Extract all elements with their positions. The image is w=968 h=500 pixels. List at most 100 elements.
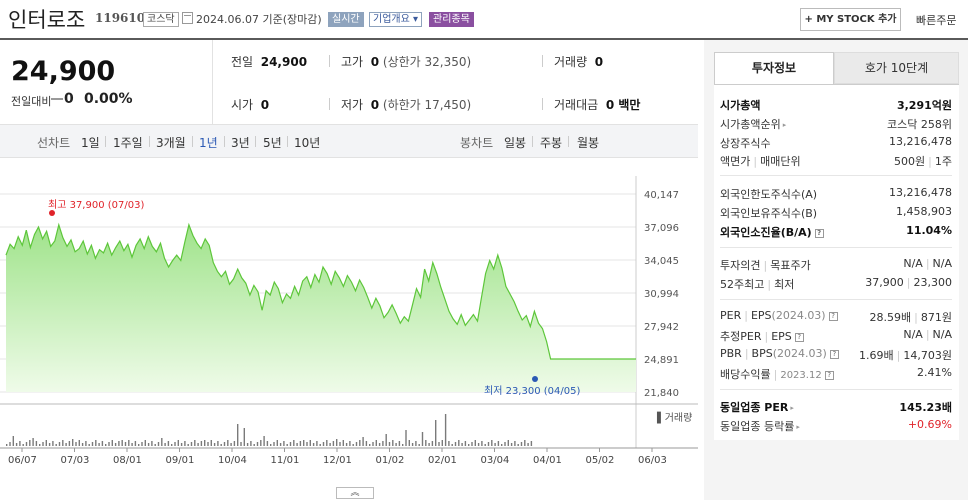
volume-bar (35, 441, 38, 446)
help-icon[interactable]: ? (814, 229, 824, 238)
volume-bar (161, 438, 163, 446)
volume-bar (263, 436, 265, 446)
volume-bar (326, 440, 328, 446)
tab-weekly[interactable]: 주봉 (540, 136, 563, 150)
y-tick-label: 30,994 (644, 289, 679, 300)
volume-bar (303, 440, 305, 446)
volume-bar (91, 442, 94, 446)
change-percent: 0.00% (84, 91, 133, 107)
volume-bar (345, 443, 348, 446)
row-per: PER | EPS(2024.03)? 28.59배 | 871원 (720, 309, 952, 324)
stock-name[interactable]: 인터로조 (8, 8, 86, 32)
volume-bar (253, 444, 255, 446)
tab-5y[interactable]: 5년 (263, 136, 282, 150)
volume-bar (114, 443, 117, 446)
tab-daily[interactable]: 일봉 (504, 136, 527, 150)
tab-1w[interactable]: 1주일 (113, 136, 143, 150)
row-opinion: 투자의견 | 목표주가 N/A | N/A (720, 257, 952, 272)
tab-monthly[interactable]: 월봉 (577, 136, 600, 150)
current-price: 24,900 (11, 56, 116, 87)
volume-bar (194, 440, 196, 446)
quick-order-button[interactable]: 빠른주문 (916, 14, 957, 27)
volume-bar (461, 443, 463, 446)
tab-3y[interactable]: 3년 (231, 136, 250, 150)
volume-bar (336, 439, 338, 446)
row-foreign-hold: 외국인보유주식수(B) 1,458,903 (720, 205, 952, 220)
volume-bar (48, 443, 51, 446)
volume-bar (65, 443, 67, 446)
volume-bar (101, 441, 104, 446)
price-chart[interactable]: 40,147 37,096 34,045 30,994 27,942 24,891 21,8… (0, 158, 698, 500)
volume-bar (29, 440, 31, 446)
volume-bar (369, 444, 371, 446)
volume-bar (425, 440, 427, 446)
help-icon[interactable]: ? (794, 333, 804, 342)
volume-bar (362, 437, 364, 446)
volume-bar (154, 444, 156, 446)
divider (720, 299, 952, 300)
volume-bar (418, 444, 420, 446)
info-arrow-icon[interactable]: ▸ (790, 404, 794, 412)
volume-bar (421, 432, 424, 446)
tab-sep (224, 136, 225, 147)
volume-bar (468, 444, 470, 446)
volume-bar (392, 440, 394, 446)
tab-invest-info[interactable]: 투자정보 (714, 52, 834, 84)
volume-bar (151, 441, 153, 446)
volume-bar (484, 444, 486, 446)
row-mktcap: 시가총액 3,291억원 (720, 99, 952, 112)
stat-high: 고가 0 (상한가 32,350) (341, 55, 472, 69)
panel-tabs: 투자정보 호가 10단계 (714, 52, 959, 84)
price-chart-svg: 40,147 37,096 34,045 30,994 27,942 24,891 21,8… (0, 176, 698, 466)
volume-bar (388, 442, 391, 446)
volume-bar (435, 420, 437, 446)
calendar-icon (182, 12, 193, 24)
volume-bar (507, 440, 509, 446)
volume-bar (108, 442, 110, 446)
volume-bar (355, 442, 358, 446)
volume-bar (517, 444, 519, 446)
invest-info-table: 시가총액 3,291억원 시가총액순위 ▸ 코스닥 258위 상장주식수 13,216,… (714, 84, 959, 440)
tab-1y[interactable]: 1년 (199, 136, 218, 150)
tab-orderbook[interactable]: 호가 10단계 (834, 52, 959, 84)
volume-bar (451, 444, 453, 446)
volume-bar (273, 442, 275, 446)
x-tick-label: 12/01 (323, 455, 352, 466)
price-divider (212, 40, 213, 124)
help-icon[interactable]: ? (829, 350, 839, 359)
volume-bar (477, 443, 480, 446)
collapse-chart-button[interactable]: ︽ (336, 487, 374, 499)
volume-bar (270, 444, 272, 446)
company-info-dropdown[interactable]: 기업개요 ▾ (369, 12, 422, 27)
volume-bar (322, 442, 325, 446)
y-tick-label: 40,147 (644, 190, 679, 201)
x-tick-label: 04/01 (533, 455, 562, 466)
volume-bar (289, 442, 292, 446)
help-icon[interactable]: ? (824, 371, 834, 380)
help-icon[interactable]: ? (828, 312, 838, 321)
tab-3m[interactable]: 3개월 (156, 136, 186, 150)
min-point (532, 376, 538, 382)
x-tick-label: 06/07 (8, 455, 37, 466)
stock-code: 119610 (95, 11, 146, 25)
stat-sep (329, 55, 330, 67)
volume-bar (491, 440, 493, 446)
tab-10y[interactable]: 10년 (294, 136, 321, 150)
volume-bar (134, 441, 137, 446)
volume-bar (411, 443, 414, 446)
volume-bar (487, 442, 490, 446)
info-arrow-icon[interactable]: ▸ (782, 121, 787, 129)
candle-chart-label: 봉차트 (460, 136, 494, 150)
tab-sep (287, 136, 288, 147)
row-foreign-ratio: 외국인소진율(B/A)? 11.04% (720, 224, 952, 239)
row-pbr: PBR | BPS(2024.03)? 1.69배 | 14,703원 (720, 347, 952, 362)
realtime-badge[interactable]: 실시간 (328, 12, 364, 27)
add-my-stock-button[interactable]: + MY STOCK 추가 (800, 8, 901, 31)
volume-bar (405, 430, 407, 446)
info-arrow-icon[interactable]: ▸ (796, 423, 800, 431)
volume-bar (230, 443, 232, 446)
tab-1d[interactable]: 1일 (81, 136, 100, 150)
volume-bar (527, 443, 529, 446)
volume-bar (359, 440, 361, 446)
volume-bar (319, 444, 321, 446)
